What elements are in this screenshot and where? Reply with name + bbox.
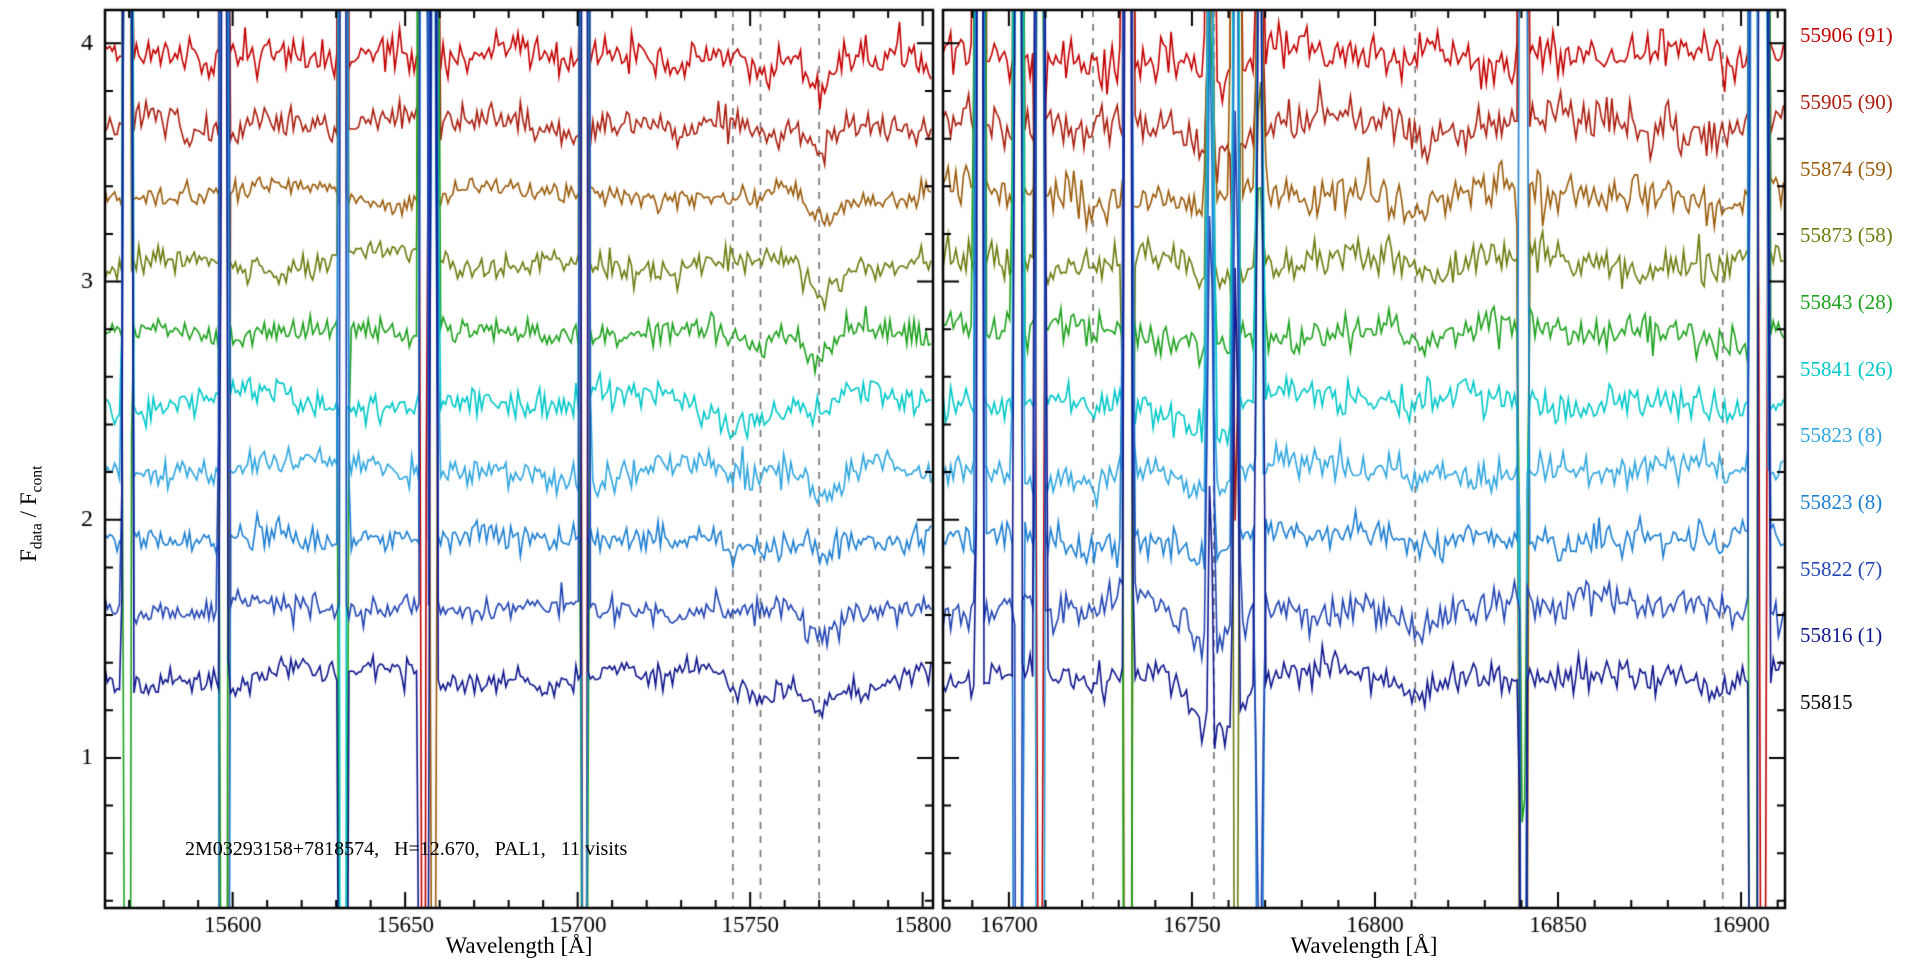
- y-axis-label-mid: / F: [16, 492, 41, 524]
- visit-label: 55816 (1): [1800, 623, 1883, 648]
- visit-label: 55815: [1800, 690, 1853, 715]
- y-axis-label-f1: F: [16, 549, 41, 562]
- visit-label: 55822 (7): [1800, 556, 1883, 581]
- target-annotation: 2M03293158+7818574, H=12.670, PAL1, 11 v…: [185, 838, 628, 860]
- visit-label: 55823 (8): [1800, 423, 1883, 448]
- y-axis-label: Fdata / Fcont: [16, 466, 47, 562]
- visit-label: 55874 (59): [1800, 156, 1893, 181]
- y-axis-label-sub1: data: [28, 523, 46, 550]
- visit-label: 55905 (90): [1800, 89, 1893, 114]
- visit-label: 55841 (26): [1800, 356, 1893, 381]
- x-axis-label-left: Wavelength [Å]: [445, 933, 593, 958]
- visit-label: 55906 (91): [1800, 23, 1893, 48]
- visit-label: 55823 (8): [1800, 490, 1883, 515]
- visit-label: 55843 (28): [1800, 289, 1893, 314]
- visit-label: 55873 (58): [1800, 223, 1893, 248]
- x-axis-label-right: Wavelength [Å]: [1290, 933, 1438, 958]
- y-axis-label-sub2: cont: [28, 465, 46, 493]
